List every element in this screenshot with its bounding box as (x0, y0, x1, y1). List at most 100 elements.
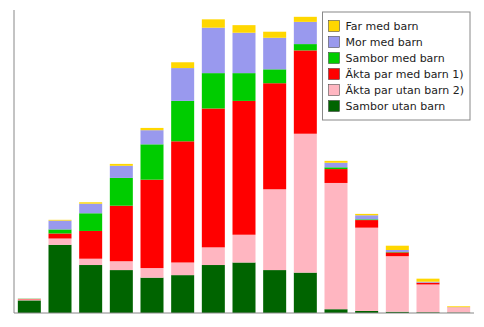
bar-segment (233, 25, 256, 33)
bar-segment (18, 298, 41, 299)
bar-segment (294, 273, 317, 313)
bar-segment (202, 108, 225, 247)
bar-segment (386, 256, 409, 312)
bar-segment (79, 259, 102, 265)
bar-segment (263, 69, 286, 83)
legend-label: Mor med barn (346, 36, 423, 49)
bar-segment (325, 163, 348, 168)
legend-label: Sambor med barn (346, 52, 445, 65)
bar-segment (263, 32, 286, 38)
legend-swatch (329, 85, 340, 96)
bar-segment (18, 299, 41, 300)
bar-segment (202, 73, 225, 108)
bar-segment (447, 307, 470, 312)
bar-segment (110, 261, 133, 270)
bar-segment (79, 204, 102, 214)
bar-segment (18, 298, 41, 299)
bar-segment (447, 307, 470, 308)
bar-segment (110, 178, 133, 206)
bar-segment (263, 270, 286, 313)
bar-segment (171, 263, 194, 276)
bar-segment (386, 246, 409, 250)
bar-segment (355, 220, 378, 228)
bar-segment (79, 265, 102, 313)
bar-segment (49, 229, 72, 233)
bar-segment (233, 33, 256, 73)
bar-segment (18, 298, 41, 299)
legend-label: Far med barn (346, 20, 419, 33)
legend: Far med barn Mor med barn Sambor med barn Ä… (323, 12, 471, 120)
bar-segment (325, 309, 348, 313)
bar-segment (141, 144, 164, 179)
bar-segment (233, 73, 256, 101)
legend-label: Äkta par utan barn 2) (346, 84, 465, 97)
bar-segment (417, 279, 440, 282)
legend-swatch (329, 101, 340, 112)
bar-segment (171, 275, 194, 313)
bar-segment (79, 231, 102, 259)
bar-segment (110, 270, 133, 313)
bar-segment (447, 307, 470, 308)
bar-segment (202, 19, 225, 27)
bar-segment (141, 268, 164, 278)
bar-segment (263, 38, 286, 70)
bar-segment (202, 247, 225, 265)
bar-segment (18, 298, 41, 299)
bar-segment (325, 167, 348, 169)
bar-segment (325, 183, 348, 309)
bar-segment (294, 22, 317, 44)
y-axis (14, 10, 15, 313)
bar-segment (171, 68, 194, 101)
bar-segment (171, 62, 194, 68)
bar-segment (79, 213, 102, 231)
bar-segment (325, 161, 348, 163)
bar-segment (233, 101, 256, 235)
bar-segment (294, 44, 317, 50)
bar-segment (49, 233, 72, 238)
bar-segment (386, 252, 409, 256)
bar-segment (202, 265, 225, 313)
bar-segment (202, 28, 225, 73)
bar-segment (355, 215, 378, 219)
legend-frame (323, 12, 471, 120)
legend-swatch (329, 53, 340, 64)
bar-segment (141, 128, 164, 130)
bar-segment (141, 278, 164, 313)
bar-segment (325, 169, 348, 183)
bar-segment (49, 239, 72, 245)
bar-segment (294, 17, 317, 22)
legend-label: Äkta par med barn 1) (346, 68, 464, 81)
bar-segment (417, 284, 440, 312)
bar-segment (447, 306, 470, 308)
bar-segment (49, 245, 72, 313)
bar-segment (355, 214, 378, 215)
legend-swatch (329, 37, 340, 48)
bar-segment (233, 235, 256, 263)
bar-segment (171, 141, 194, 262)
bar-segment (18, 300, 41, 313)
legend-swatch (329, 21, 340, 32)
bar-segment (171, 101, 194, 141)
bar-segment (141, 130, 164, 144)
x-axis (14, 313, 474, 314)
legend-swatch (329, 69, 340, 80)
bar-segment (233, 263, 256, 314)
bar-segment (417, 282, 440, 283)
bar-segment (447, 307, 470, 308)
bar-segment (386, 250, 409, 252)
bar-segment (263, 189, 286, 270)
bar-segment (79, 202, 102, 203)
bar-segment (417, 283, 440, 285)
bar-segment (294, 134, 317, 273)
bar-segment (355, 228, 378, 311)
chart: Far med barn Mor med barn Sambor med barn Ä… (0, 0, 484, 327)
bar-segment (49, 221, 72, 230)
bar-segment (110, 206, 133, 262)
legend-label: Sambor utan barn (346, 100, 446, 113)
bar-segment (49, 219, 72, 221)
bar-segment (294, 50, 317, 133)
bars (18, 17, 470, 313)
bar-segment (141, 180, 164, 268)
bar-segment (110, 166, 133, 178)
bar-segment (110, 164, 133, 166)
